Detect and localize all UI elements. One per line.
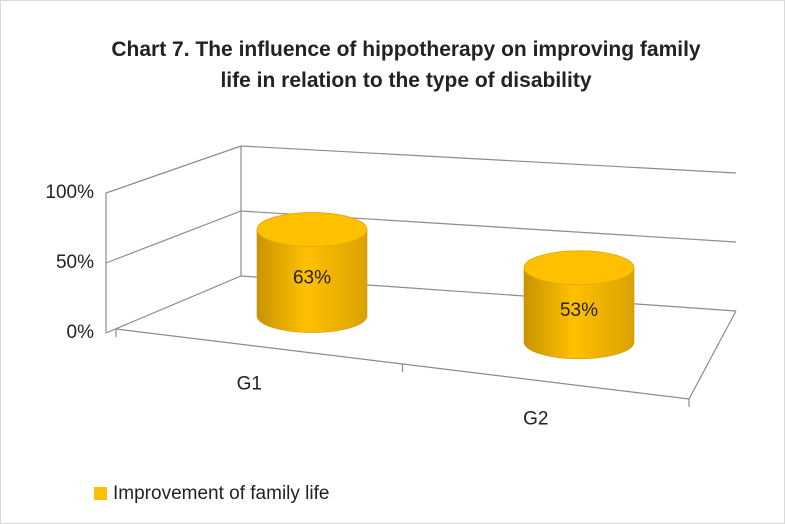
bar-body <box>256 229 368 333</box>
y-tick-label: 0% <box>67 322 95 343</box>
grid-line <box>105 145 737 194</box>
y-tick-label: 50% <box>56 252 94 273</box>
value-label: 53% <box>560 300 598 321</box>
axis-frame <box>115 310 737 400</box>
value-label: 63% <box>293 268 331 289</box>
legend-swatch <box>94 487 107 500</box>
bar-top <box>523 250 635 286</box>
bar <box>256 212 368 333</box>
bar-body <box>523 267 635 360</box>
bar-top <box>256 212 368 247</box>
x-tick-label: G1 <box>237 374 262 395</box>
chart-title: Chart 7. The influence of hippotherapy o… <box>111 38 701 92</box>
bar <box>523 250 635 360</box>
x-tick-label: G2 <box>523 409 548 430</box>
y-tick-label: 100% <box>45 182 94 203</box>
grid-line <box>105 275 737 334</box>
grid-line <box>105 210 737 264</box>
legend-label: Improvement of family life <box>113 483 329 504</box>
